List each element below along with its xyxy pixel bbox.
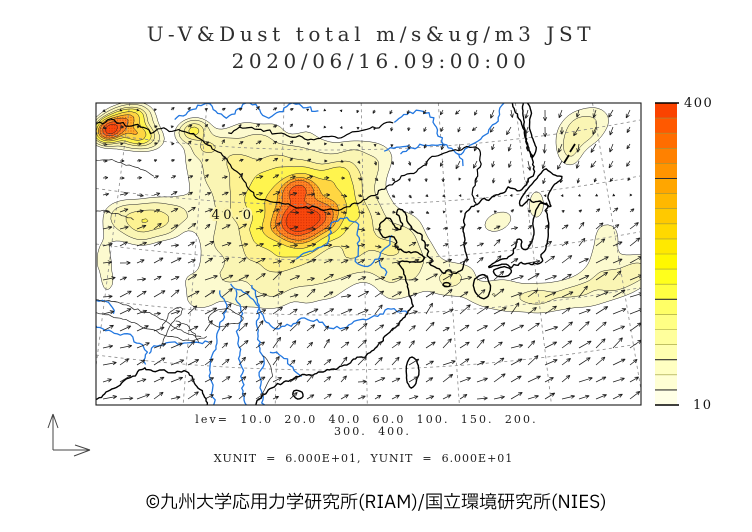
colorbar-box	[655, 178, 677, 194]
colorbar-box	[655, 374, 677, 391]
figure-title: U-V&Dust total m/s&ug/m3 JST	[146, 22, 596, 46]
dust-contour-level-100	[96, 111, 348, 249]
contour-levels-line2: 300. 400.	[334, 425, 411, 438]
contour-value-label: 40.0	[212, 208, 255, 223]
colorbar-box	[655, 344, 677, 361]
colorbar-box	[655, 118, 677, 134]
inland-border	[96, 299, 202, 337]
inland-border	[96, 159, 155, 177]
river	[174, 103, 319, 121]
colorbar-box	[655, 148, 677, 164]
country-border	[228, 121, 394, 141]
dust-contour-level-300	[102, 121, 327, 236]
river	[96, 299, 115, 314]
inland-border	[175, 320, 200, 343]
dust-contour-level-400	[105, 123, 321, 232]
country-border	[96, 118, 477, 211]
colorbar-box	[655, 254, 677, 270]
map-layers	[96, 103, 641, 405]
copyright-text-glyphs	[146, 492, 605, 511]
colorbar-box	[655, 223, 677, 240]
coastline	[405, 356, 420, 389]
colorbar-box	[655, 314, 677, 330]
colorbar-box	[655, 238, 677, 255]
dust-contour-level-200	[99, 117, 334, 241]
coastline	[472, 273, 492, 300]
colorbar-box	[655, 163, 677, 179]
colorbar-box	[655, 299, 677, 315]
dust-contour-level-10	[96, 103, 641, 314]
river	[393, 109, 464, 167]
colorbar-box	[655, 193, 677, 210]
coastline	[521, 103, 537, 159]
colorbar	[655, 102, 679, 406]
colorbar-box	[655, 133, 677, 149]
coastline	[96, 367, 209, 405]
colorbar-max-label: 400	[684, 96, 714, 111]
copyright-glyph-path	[146, 492, 605, 511]
dust-contour-level-60	[96, 108, 360, 258]
map-frame	[95, 102, 642, 406]
inland-border	[96, 209, 134, 221]
inland-border	[208, 308, 244, 328]
colorbar-box	[655, 389, 677, 406]
river	[400, 143, 445, 155]
river	[456, 103, 505, 156]
coastline	[292, 389, 304, 400]
colorbar-box	[655, 329, 677, 345]
colorbar-box	[655, 103, 677, 119]
inland-border	[258, 355, 274, 401]
axis-units-line: XUNIT = 6.000E+01, YUNIT = 6.000E+01	[213, 452, 514, 465]
wind-vectors	[102, 106, 641, 401]
graticule-grid	[96, 103, 641, 405]
contour-levels-line1: lev= 10.0 20.0 40.0 60.0 100. 150. 200.	[195, 413, 538, 426]
coastline	[492, 265, 513, 278]
river	[383, 144, 410, 152]
river	[96, 324, 149, 365]
colorbar-box	[655, 359, 677, 376]
river	[208, 290, 228, 405]
coastline	[518, 168, 563, 208]
colorbar-box	[655, 284, 677, 300]
inland-border	[159, 306, 183, 349]
coastline	[442, 281, 451, 288]
axis-direction-arrows	[47, 413, 91, 457]
colorbar-box	[655, 269, 677, 285]
inland-border	[96, 312, 207, 342]
river	[148, 340, 209, 355]
kuril-islands	[563, 143, 576, 164]
river	[269, 351, 302, 378]
colorbar-min-label: 10	[693, 398, 713, 413]
country-border	[471, 146, 482, 205]
river	[235, 289, 248, 405]
figure-timestamp: 2020/06/16.09:00:00	[231, 49, 531, 73]
coastline	[255, 103, 536, 405]
river	[377, 258, 388, 277]
copyright-line	[0, 487, 752, 517]
dust-contour-level-40	[96, 106, 400, 273]
dust-contour-level-20	[96, 103, 641, 305]
river	[230, 283, 408, 330]
river	[251, 285, 266, 405]
colorbar-box	[655, 208, 677, 225]
